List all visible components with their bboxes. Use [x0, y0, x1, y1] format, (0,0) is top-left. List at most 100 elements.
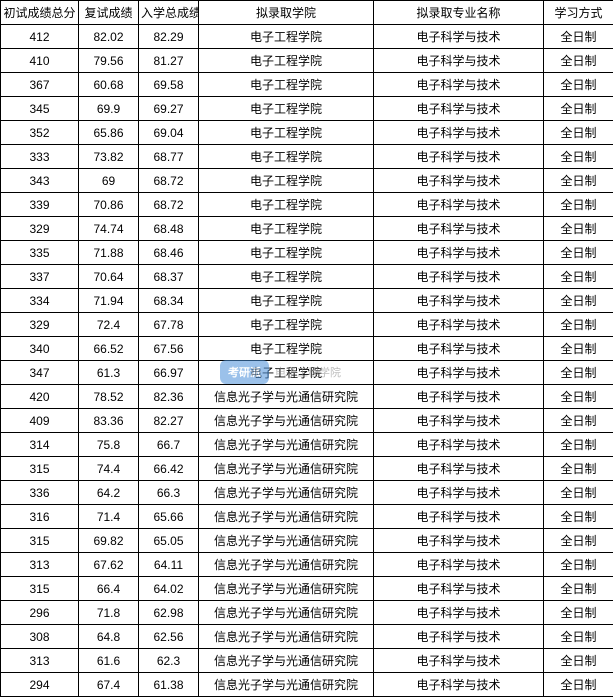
- col-header-retest-score: 复试成绩: [79, 1, 139, 25]
- table-cell: 69: [79, 169, 139, 193]
- table-cell: 电子科学与技术: [374, 481, 544, 505]
- table-cell: 电子科学与技术: [374, 505, 544, 529]
- table-cell: 339: [1, 193, 79, 217]
- table-cell: 66.7: [139, 433, 199, 457]
- table-row: 33571.8868.46电子工程学院电子科学与技术全日制: [1, 241, 613, 265]
- table-cell: 78.52: [79, 385, 139, 409]
- table-row: 41079.5681.27电子工程学院电子科学与技术全日制: [1, 49, 613, 73]
- table-row: 34761.366.97电子工程学院电子科学与技术全日制: [1, 361, 613, 385]
- table-cell: 69.04: [139, 121, 199, 145]
- table-cell: 电子科学与技术: [374, 169, 544, 193]
- table-cell: 62.98: [139, 601, 199, 625]
- table-row: 31367.6264.11信息光子学与光通信研究院电子科学与技术全日制: [1, 553, 613, 577]
- table-cell: 412: [1, 25, 79, 49]
- table-row: 31569.8265.05信息光子学与光通信研究院电子科学与技术全日制: [1, 529, 613, 553]
- table-row: 33373.8268.77电子工程学院电子科学与技术全日制: [1, 145, 613, 169]
- table-cell: 60.68: [79, 73, 139, 97]
- table-cell: 66.42: [139, 457, 199, 481]
- table-cell: 329: [1, 313, 79, 337]
- table-cell: 全日制: [544, 385, 613, 409]
- table-cell: 信息光子学与光通信研究院: [199, 577, 374, 601]
- table-cell: 66.52: [79, 337, 139, 361]
- table-cell: 全日制: [544, 25, 613, 49]
- table-cell: 电子科学与技术: [374, 601, 544, 625]
- table-row: 41282.0282.29电子工程学院电子科学与技术全日制: [1, 25, 613, 49]
- table-cell: 信息光子学与光通信研究院: [199, 673, 374, 697]
- table-cell: 全日制: [544, 529, 613, 553]
- table-cell: 电子科学与技术: [374, 409, 544, 433]
- table-cell: 69.9: [79, 97, 139, 121]
- table-cell: 64.8: [79, 625, 139, 649]
- table-cell: 315: [1, 577, 79, 601]
- table-cell: 65.66: [139, 505, 199, 529]
- table-row: 40983.3682.27信息光子学与光通信研究院电子科学与技术全日制: [1, 409, 613, 433]
- table-row: 36760.6869.58电子工程学院电子科学与技术全日制: [1, 73, 613, 97]
- table-cell: 68.77: [139, 145, 199, 169]
- table-cell: 电子工程学院: [199, 25, 374, 49]
- table-row: 33664.266.3信息光子学与光通信研究院电子科学与技术全日制: [1, 481, 613, 505]
- table-cell: 全日制: [544, 313, 613, 337]
- table-cell: 全日制: [544, 361, 613, 385]
- table-cell: 电子工程学院: [199, 241, 374, 265]
- table-cell: 电子科学与技术: [374, 217, 544, 241]
- table-cell: 340: [1, 337, 79, 361]
- table-cell: 329: [1, 217, 79, 241]
- col-header-total-score: 入学总成绩: [139, 1, 199, 25]
- admission-table: 初试成绩总分 复试成绩 入学总成绩 拟录取学院 拟录取专业名称 学习方式 412…: [0, 0, 613, 697]
- table-cell: 71.88: [79, 241, 139, 265]
- table-cell: 信息光子学与光通信研究院: [199, 385, 374, 409]
- table-row: 31671.465.66信息光子学与光通信研究院电子科学与技术全日制: [1, 505, 613, 529]
- table-cell: 信息光子学与光通信研究院: [199, 649, 374, 673]
- table-cell: 全日制: [544, 577, 613, 601]
- table-cell: 电子科学与技术: [374, 577, 544, 601]
- table-row: 32972.467.78电子工程学院电子科学与技术全日制: [1, 313, 613, 337]
- table-cell: 电子工程学院: [199, 73, 374, 97]
- table-cell: 69.82: [79, 529, 139, 553]
- table-cell: 电子工程学院: [199, 193, 374, 217]
- table-cell: 73.82: [79, 145, 139, 169]
- table-cell: 409: [1, 409, 79, 433]
- table-cell: 电子科学与技术: [374, 337, 544, 361]
- table-cell: 电子科学与技术: [374, 73, 544, 97]
- table-cell: 电子科学与技术: [374, 97, 544, 121]
- table-cell: 347: [1, 361, 79, 385]
- table-cell: 电子科学与技术: [374, 433, 544, 457]
- table-row: 35265.8669.04电子工程学院电子科学与技术全日制: [1, 121, 613, 145]
- table-cell: 信息光子学与光通信研究院: [199, 481, 374, 505]
- table-cell: 82.27: [139, 409, 199, 433]
- table-cell: 336: [1, 481, 79, 505]
- table-cell: 71.94: [79, 289, 139, 313]
- table-cell: 全日制: [544, 49, 613, 73]
- table-cell: 69.27: [139, 97, 199, 121]
- table-cell: 68.72: [139, 169, 199, 193]
- table-cell: 电子工程学院: [199, 145, 374, 169]
- table-cell: 全日制: [544, 481, 613, 505]
- table-cell: 电子工程学院: [199, 169, 374, 193]
- table-cell: 67.56: [139, 337, 199, 361]
- table-cell: 294: [1, 673, 79, 697]
- table-cell: 314: [1, 433, 79, 457]
- table-cell: 68.72: [139, 193, 199, 217]
- table-cell: 全日制: [544, 457, 613, 481]
- table-cell: 70.64: [79, 265, 139, 289]
- table-cell: 信息光子学与光通信研究院: [199, 625, 374, 649]
- table-cell: 62.3: [139, 649, 199, 673]
- table-cell: 72.4: [79, 313, 139, 337]
- table-cell: 70.86: [79, 193, 139, 217]
- table-row: 34569.969.27电子工程学院电子科学与技术全日制: [1, 97, 613, 121]
- table-cell: 全日制: [544, 625, 613, 649]
- table-cell: 352: [1, 121, 79, 145]
- table-cell: 全日制: [544, 265, 613, 289]
- table-cell: 315: [1, 529, 79, 553]
- table-cell: 电子科学与技术: [374, 553, 544, 577]
- table-cell: 62.56: [139, 625, 199, 649]
- table-cell: 全日制: [544, 169, 613, 193]
- table-cell: 电子工程学院: [199, 49, 374, 73]
- table-cell: 74.74: [79, 217, 139, 241]
- table-cell: 全日制: [544, 553, 613, 577]
- table-row: 42078.5282.36信息光子学与光通信研究院电子科学与技术全日制: [1, 385, 613, 409]
- table-cell: 65.05: [139, 529, 199, 553]
- table-cell: 66.97: [139, 361, 199, 385]
- table-cell: 334: [1, 289, 79, 313]
- table-cell: 电子工程学院: [199, 265, 374, 289]
